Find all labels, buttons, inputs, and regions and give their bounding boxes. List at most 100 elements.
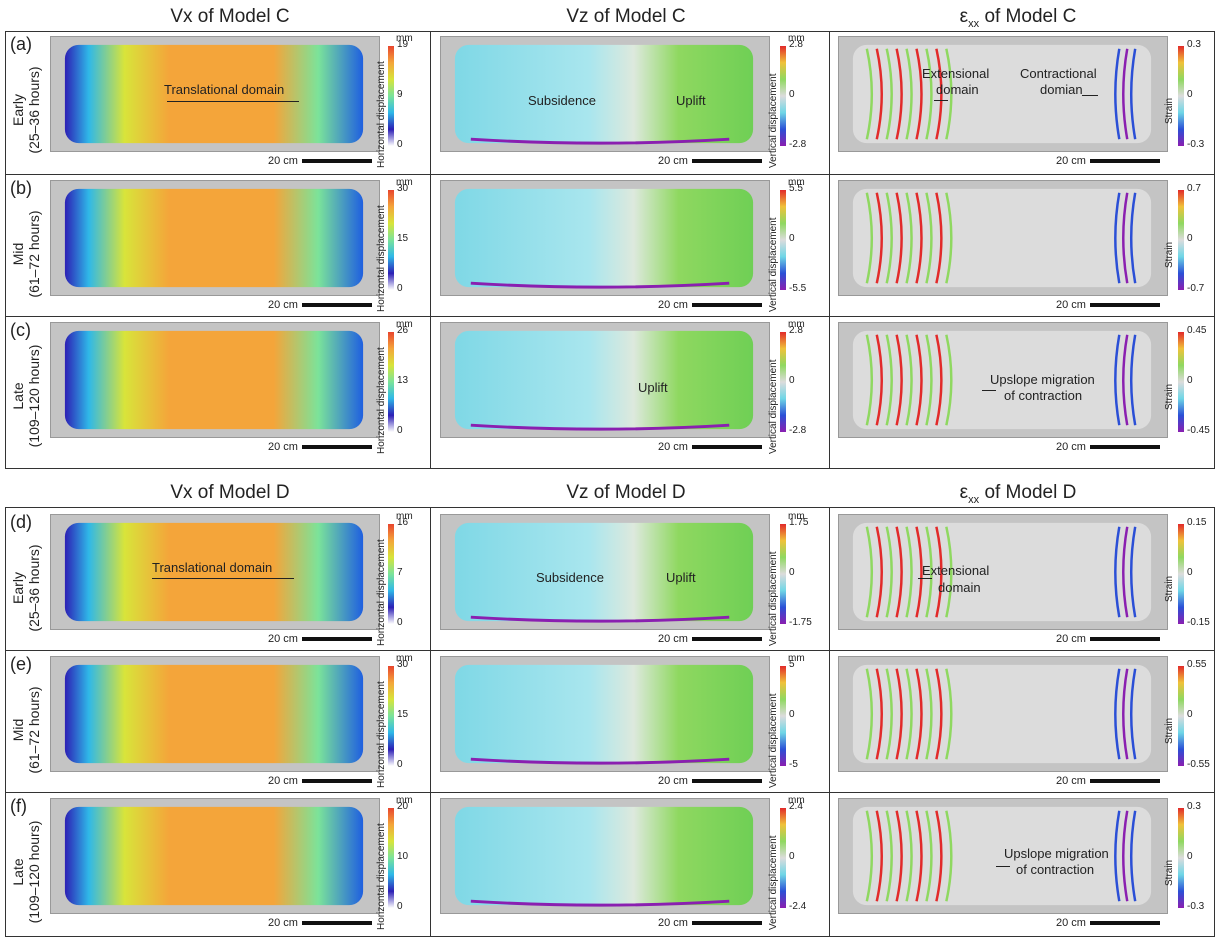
colorbar <box>1178 666 1184 766</box>
subsidence-edge <box>470 899 730 907</box>
extension-streak <box>875 334 883 426</box>
colorbar-tick-label: 16 <box>397 517 409 528</box>
colorbar-title: Horizontal displacement <box>376 205 387 312</box>
scale-bar: 20 cm <box>658 775 762 787</box>
scale-bar-line <box>691 637 762 641</box>
scale-label: 20 cm <box>268 299 298 311</box>
colorbar-title: Vertical displacement <box>768 73 779 169</box>
model-d-frame <box>5 507 1215 937</box>
annotation-upslope-migration: of contraction <box>1016 862 1095 877</box>
row-stage-label: Late (109–120 hours) <box>10 326 42 466</box>
contraction-streak <box>1114 334 1121 426</box>
extension-streak <box>915 810 923 902</box>
extensional-arrow <box>934 100 948 101</box>
extension-streak <box>865 192 874 284</box>
scale-bar: 20 cm <box>1056 155 1160 167</box>
model-map-panel <box>440 180 770 296</box>
colorbar-tick-label: 30 <box>397 183 409 194</box>
panel-letter: (f) <box>10 796 27 816</box>
extension-streak <box>925 192 933 284</box>
annotation-subsidence: Subsidence <box>536 570 604 585</box>
colorbar-unit: mm <box>788 653 805 664</box>
annotation-contractional: Contractional <box>1020 66 1097 81</box>
annotation-upslope-migration: Upslope migration <box>990 372 1095 387</box>
colorbar-tick-label: 2.8 <box>789 325 803 336</box>
colorbar-title: Vertical displacement <box>768 835 779 931</box>
colorbar-tick-label: 0 <box>1187 233 1193 244</box>
colorbar-title: Horizontal displacement <box>376 539 387 646</box>
extension-streak <box>935 48 943 140</box>
contraction-streak <box>1114 192 1121 284</box>
displacement-field <box>454 522 754 623</box>
colorbar-tick-label: -5 <box>789 759 798 770</box>
scale-bar-line <box>301 445 372 449</box>
extension-streak <box>885 334 893 426</box>
colorbar-title: Strain <box>1164 575 1175 602</box>
contraction-streak <box>1129 48 1137 140</box>
model-surface <box>852 664 1152 764</box>
colorbar-title: Strain <box>1164 717 1175 744</box>
subsidence-edge <box>470 137 730 145</box>
colorbar-tick-label: -2.8 <box>789 425 807 436</box>
colorbar <box>1178 808 1184 908</box>
colorbar-tick-label: -1.75 <box>789 617 812 628</box>
contraction-streak <box>1129 810 1137 902</box>
colorbar <box>388 46 394 146</box>
model-surface <box>454 330 754 430</box>
model-map-panel <box>50 36 380 152</box>
divider <box>5 792 1215 793</box>
colorbar-tick-label: 19 <box>397 39 409 50</box>
colorbar-tick-label: 0.3 <box>1187 801 1201 812</box>
scale-bar-line <box>1089 445 1160 449</box>
subsidence-edge <box>470 615 730 623</box>
scale-label: 20 cm <box>1056 775 1086 787</box>
colorbar-title: Vertical displacement <box>768 551 779 647</box>
extension-streak <box>865 810 874 902</box>
scale-bar-line <box>691 303 762 307</box>
colorbar-tick-label: 0.3 <box>1187 39 1201 50</box>
annotation-upslope-migration: of contraction <box>1004 388 1083 403</box>
annotation-extensional: Extensional <box>922 563 990 578</box>
divider <box>430 31 431 469</box>
scale-label: 20 cm <box>1056 917 1086 929</box>
colorbar-tick-label: 26 <box>397 325 409 336</box>
extension-streak <box>945 526 953 618</box>
displacement-field <box>454 330 754 431</box>
extension-streak <box>935 668 943 760</box>
model-map-panel <box>440 656 770 772</box>
colorbar-tick-label: 0 <box>397 901 403 912</box>
scale-bar-line <box>691 921 762 925</box>
divider <box>430 507 431 937</box>
scale-label: 20 cm <box>658 917 688 929</box>
displacement-field <box>64 330 364 430</box>
colorbar <box>1178 190 1184 290</box>
scale-label: 20 cm <box>1056 633 1086 645</box>
scale-bar: 20 cm <box>658 633 762 645</box>
title-exx-model-c: εxx of Model C <box>959 6 1077 30</box>
colorbar-tick-label: 2.8 <box>789 39 803 50</box>
colorbar-tick-label: 15 <box>397 233 409 244</box>
row-time: (25–36 hours) <box>26 66 42 154</box>
divider <box>5 316 1215 317</box>
subsidence-edge <box>470 757 730 765</box>
extension-streak <box>885 192 893 284</box>
scale-bar: 20 cm <box>658 299 762 311</box>
row-stage: Early <box>10 572 26 604</box>
extension-streak <box>905 192 913 284</box>
displacement-field <box>852 44 1152 144</box>
row-time: (61–72 hours) <box>26 210 42 298</box>
colorbar-unit: mm <box>396 33 413 44</box>
colorbar-tick-label: 0 <box>789 851 795 862</box>
scale-bar: 20 cm <box>268 633 372 645</box>
extension-streak <box>915 48 923 140</box>
colorbar-tick-label: 20 <box>397 801 409 812</box>
colorbar-tick-label: 0 <box>1187 567 1193 578</box>
scale-label: 20 cm <box>268 441 298 453</box>
annotation-uplift: Uplift <box>638 380 668 395</box>
displacement-field <box>454 188 754 289</box>
model-surface <box>454 188 754 288</box>
extension-streak <box>905 526 913 618</box>
extension-streak <box>905 810 913 902</box>
subsidence-edge <box>470 281 730 289</box>
colorbar-tick-label: 0 <box>397 283 403 294</box>
